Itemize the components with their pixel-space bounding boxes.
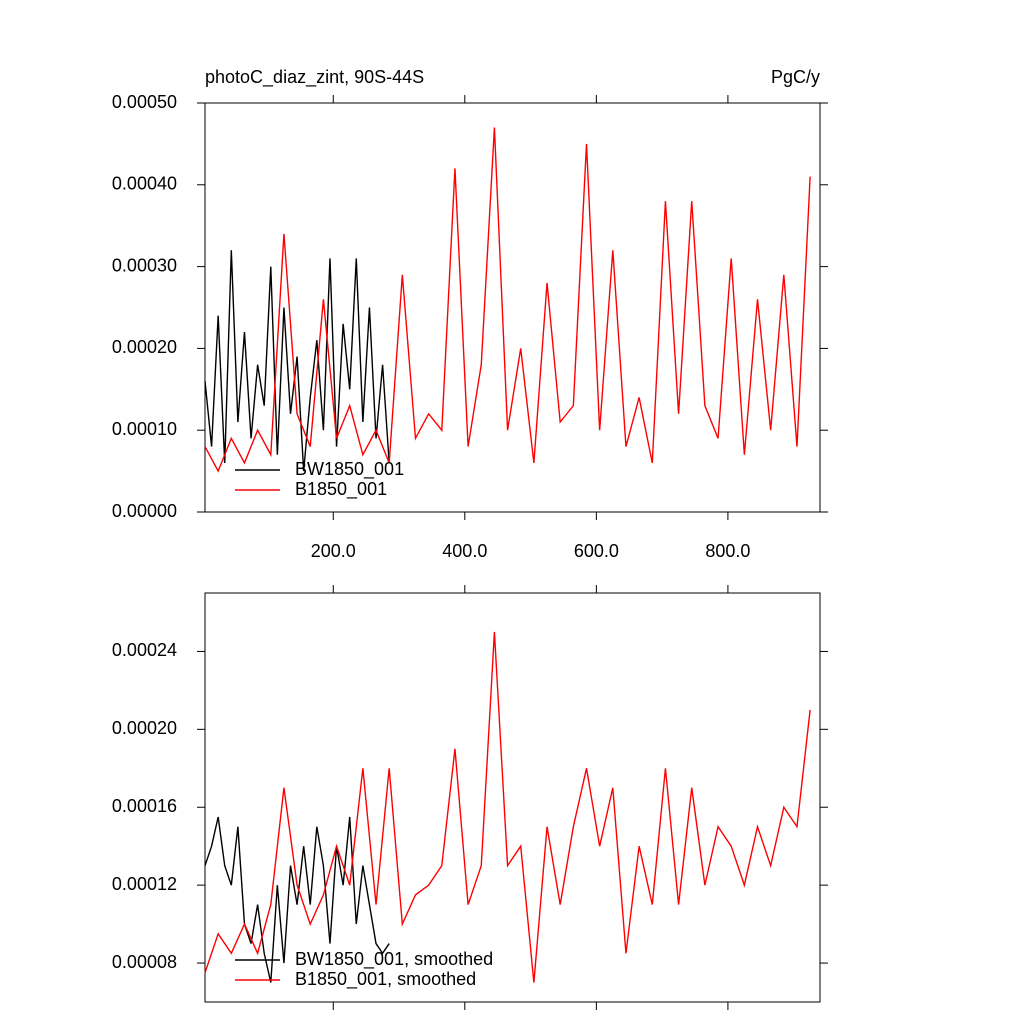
legend-label: BW1850_001 bbox=[295, 459, 404, 480]
plot-frame bbox=[204, 102, 821, 513]
x-tick-label: 800.0 bbox=[705, 541, 750, 561]
y-tick-label: 0.00030 bbox=[112, 255, 177, 275]
y-tick-label: 0.00012 bbox=[112, 874, 177, 894]
y-tick-label: 0.00040 bbox=[112, 174, 177, 194]
y-tick-label: 0.00024 bbox=[112, 640, 177, 660]
y-tick-label: 0.00016 bbox=[112, 796, 177, 816]
plot-frame bbox=[204, 592, 821, 1003]
data-line bbox=[204, 250, 390, 472]
x-tick-label: 600.0 bbox=[574, 541, 619, 561]
data-line bbox=[204, 816, 390, 983]
y-tick-label: 0.00050 bbox=[112, 92, 177, 112]
y-tick-label: 0.00010 bbox=[112, 419, 177, 439]
data-line bbox=[204, 127, 811, 473]
y-tick-label: 0.00020 bbox=[112, 718, 177, 738]
data-line bbox=[204, 631, 811, 983]
legend-label: B1850_001, smoothed bbox=[295, 969, 476, 990]
y-tick-label: 0.00000 bbox=[112, 501, 177, 521]
y-tick-label: 0.00008 bbox=[112, 952, 177, 972]
legend-label: B1850_001 bbox=[295, 479, 387, 500]
legend-label: BW1850_001, smoothed bbox=[295, 949, 493, 970]
chart-title: photoC_diaz_zint, 90S-44S bbox=[205, 67, 424, 88]
units-label: PgC/y bbox=[771, 67, 820, 87]
x-tick-label: 400.0 bbox=[442, 541, 487, 561]
x-tick-label: 200.0 bbox=[311, 541, 356, 561]
y-tick-label: 0.00020 bbox=[112, 337, 177, 357]
